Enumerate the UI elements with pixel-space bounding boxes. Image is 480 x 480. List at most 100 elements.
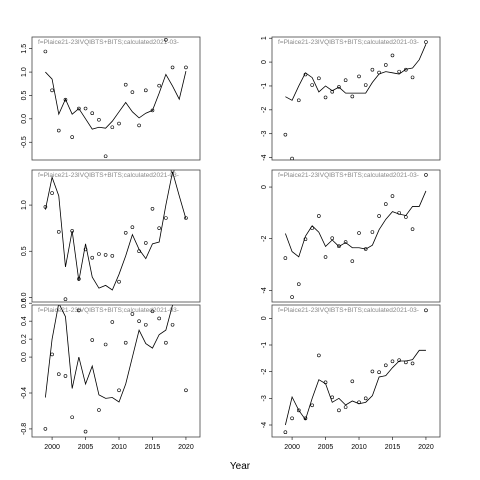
point [50,191,54,195]
point [123,230,128,235]
point [56,230,61,234]
point [103,253,108,257]
point [390,53,395,58]
point [350,259,355,263]
point [383,363,388,368]
point [150,206,155,211]
point [410,361,415,366]
point [83,429,88,434]
y-tick-label: 0.0 [21,292,28,302]
point [350,94,355,99]
point [310,83,314,87]
point [143,241,148,245]
point [90,111,95,116]
point [383,202,388,206]
point [184,388,188,393]
point [117,121,121,126]
point [143,88,148,93]
x-tick-label: 2015 [145,444,161,451]
point [370,369,375,374]
point [184,216,188,220]
point [283,256,288,260]
fit-line [284,349,426,426]
point [117,388,121,393]
x-tick-label: 2015 [385,444,401,451]
point [330,89,335,94]
point [137,123,141,128]
panel-title: f=Plaice21-23IVQIBTS+BITS;calculated2021… [278,39,419,46]
point [390,194,395,198]
point [424,173,428,177]
y-tick-label: -4 [261,422,268,428]
x-axis-label: Year [230,461,251,472]
point [170,322,175,327]
point [410,75,415,80]
point [317,76,321,81]
point [303,237,308,242]
y-tick-label: -0.5 [21,136,28,148]
point [70,135,74,139]
point [90,255,95,260]
point [77,106,81,111]
point [323,95,328,100]
x-tick-label: 2005 [318,444,334,451]
y-tick-label: 0.5 [21,90,28,100]
point [377,214,381,218]
point [164,216,168,220]
y-tick-label: 0 [261,185,268,189]
y-tick-label: -4 [261,154,268,160]
point [56,372,61,376]
y-tick-label: -2 [261,107,268,113]
point [337,244,341,249]
point [137,319,141,323]
panel-frame [31,169,201,303]
point [83,106,88,111]
fit-line [45,71,187,130]
x-tick-label: 2000 [44,444,60,451]
y-tick-label: -0.4 [21,387,28,399]
y-tick-label: -2 [261,368,268,374]
point [117,279,121,284]
point [130,90,135,94]
fit-line [285,44,427,101]
x-tick-label: 2010 [351,444,367,451]
point [343,240,348,244]
panel-title: f=Plaice21-23IVQIBTS+BITS;calculated2021… [38,172,179,179]
point [123,82,128,87]
point [150,309,155,314]
panel-frame [271,36,441,161]
point [97,252,101,256]
point [343,405,348,409]
point [283,132,288,137]
point [164,38,168,42]
point [63,297,68,302]
y-tick-label: -2 [261,235,268,241]
point [184,65,188,70]
panel-plot: f=Plaice21-23IVQIBTS+BITS;calculated2021… [278,172,428,299]
point [110,125,115,130]
point [97,117,101,122]
y-tick-label: 1.0 [21,67,28,77]
y-tick-label: -3 [261,131,268,137]
y-tick-label: 0 [261,316,268,320]
panel-plot: f=Plaice21-23IVQIBTS+BITS;calculated2021… [38,170,188,302]
y-tick-label: -3 [261,395,268,401]
panel-frame [271,169,441,303]
point [370,67,375,72]
x-tick-label: 2005 [78,444,94,451]
x-tick-label: 2000 [284,444,300,451]
point [290,416,294,421]
point [296,408,301,413]
y-tick-label: 1 [261,36,268,40]
fit-line [44,171,187,291]
point [424,40,428,44]
y-tick-label: 1.0 [21,200,28,210]
point [103,342,108,347]
y-tick-label: 1.5 [21,44,28,54]
point [77,308,81,313]
x-tick-label: 2020 [418,444,434,451]
y-tick-label: -1 [261,83,268,89]
point [110,320,115,324]
